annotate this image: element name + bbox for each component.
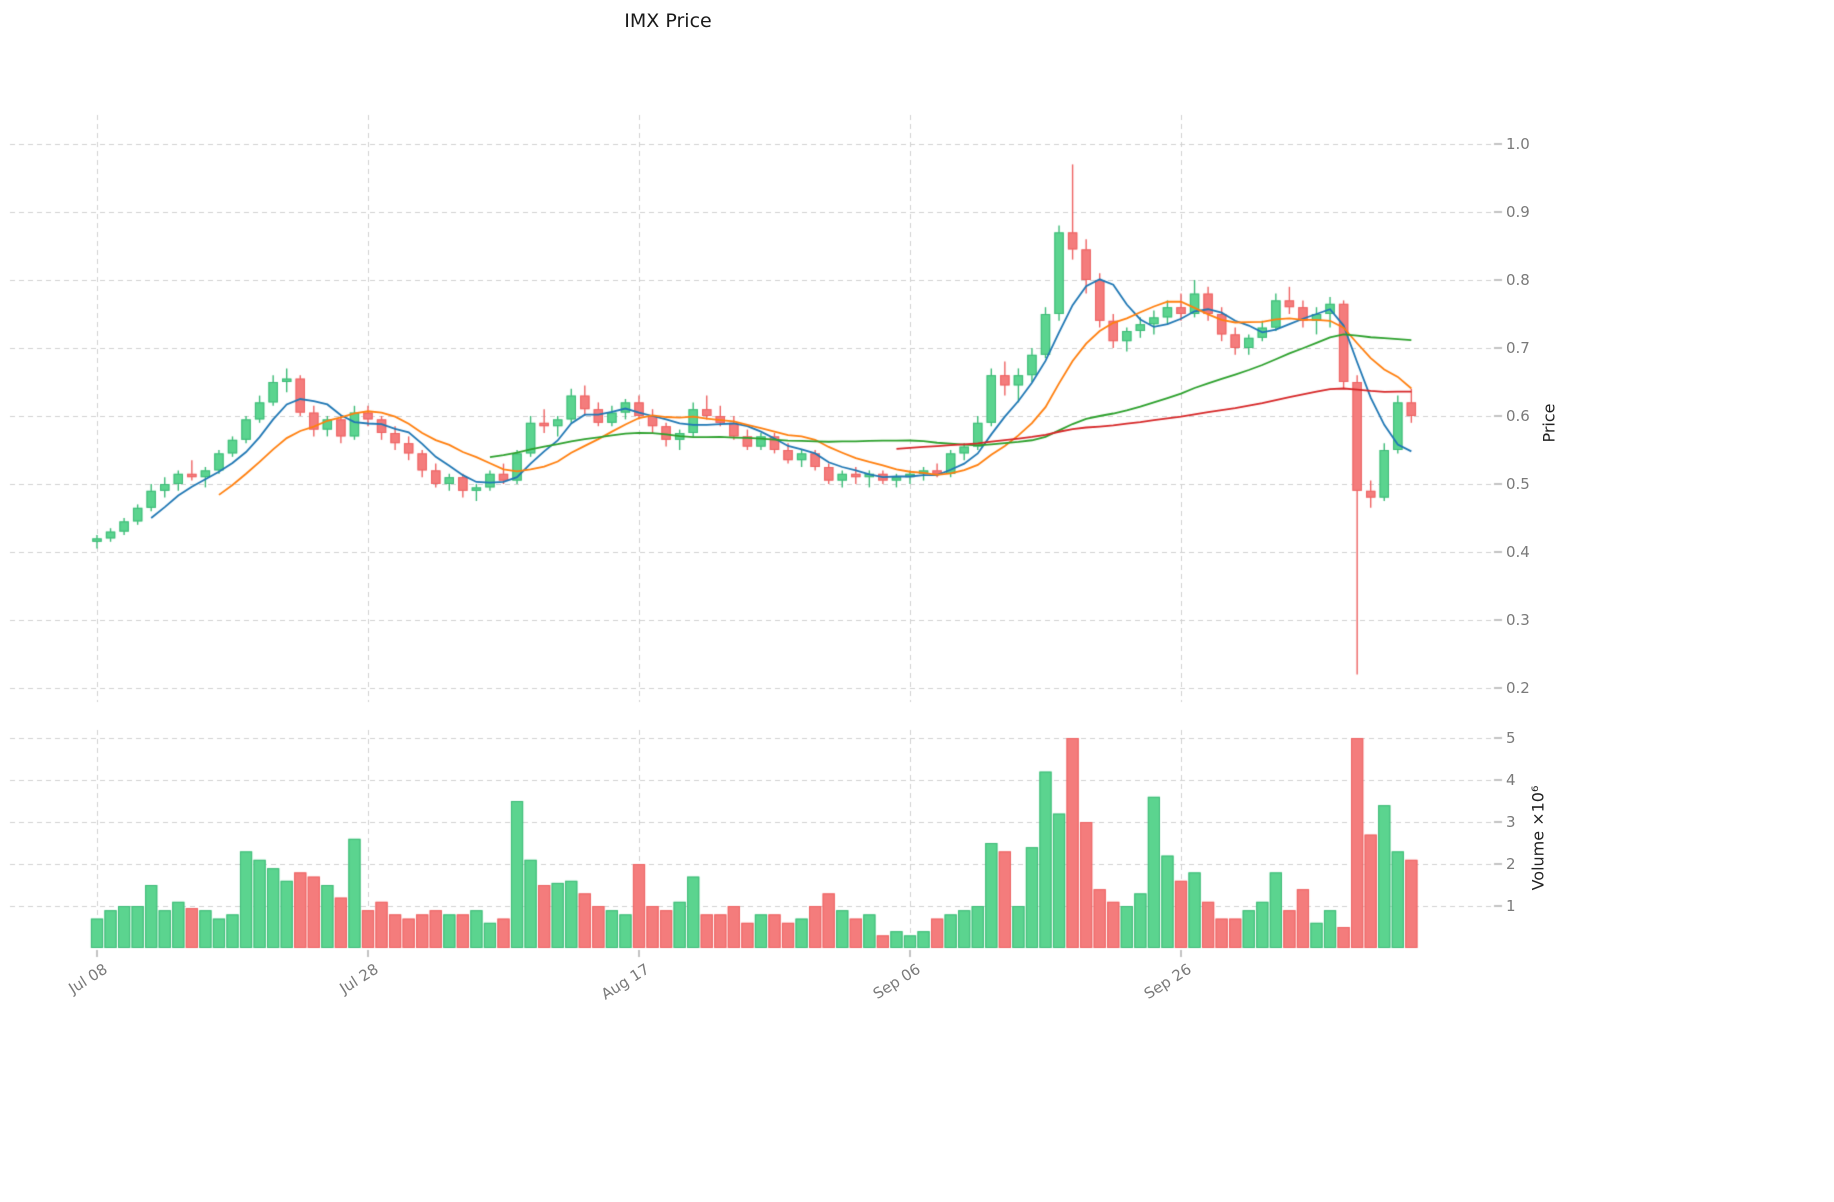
price-tick-label: 0.5 xyxy=(1506,475,1530,493)
volume-tick-label: 1 xyxy=(1506,897,1516,915)
price-tick-label: 0.7 xyxy=(1506,339,1530,357)
volume-tick-label: 2 xyxy=(1506,855,1516,873)
volume-tick-label: 3 xyxy=(1506,813,1516,831)
volume-tick-label: 4 xyxy=(1506,771,1516,789)
price-tick-label: 0.6 xyxy=(1506,407,1530,425)
chart-title: IMX Price xyxy=(624,10,712,32)
price-tick-label: 0.2 xyxy=(1506,679,1530,697)
price-tick-label: 1.0 xyxy=(1506,135,1530,153)
price-tick-label: 0.9 xyxy=(1506,203,1530,221)
volume-tick-label: 5 xyxy=(1506,729,1516,747)
volume-axis-label: Volume ×10⁶ xyxy=(1528,785,1548,891)
price-tick-label: 0.3 xyxy=(1506,611,1530,629)
price-axis-label: Price xyxy=(1539,403,1559,443)
price-tick-label: 0.8 xyxy=(1506,271,1530,289)
price-tick-label: 0.4 xyxy=(1506,543,1530,561)
